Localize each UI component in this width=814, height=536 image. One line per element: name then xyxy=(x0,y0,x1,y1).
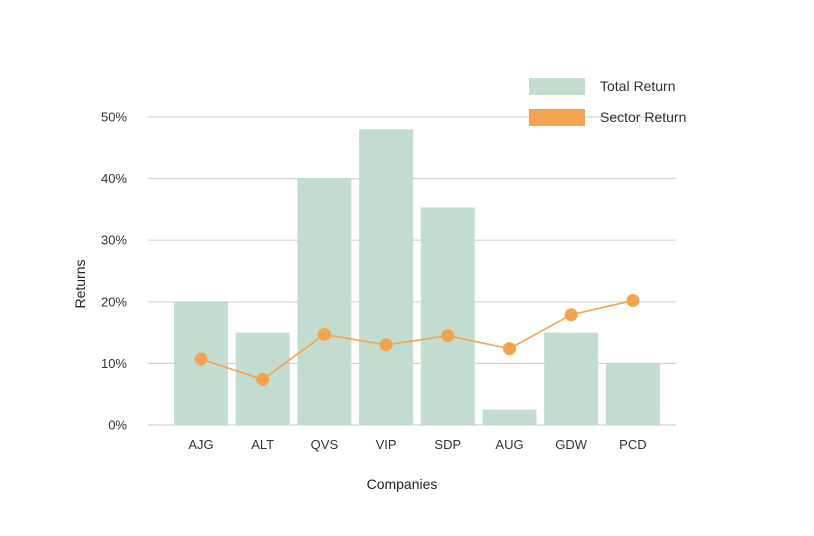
bar xyxy=(420,207,475,425)
bar xyxy=(605,363,660,425)
line-point xyxy=(194,352,208,366)
x-tick-label: GDW xyxy=(555,437,588,452)
y-tick-label: 30% xyxy=(101,233,127,248)
y-axis-ticks: 0% 10% 20% 30% 40% 50% xyxy=(101,110,127,433)
x-tick-label: AUG xyxy=(495,437,523,452)
y-tick-label: 0% xyxy=(108,418,127,433)
y-axis-title: Returns xyxy=(72,259,88,308)
legend: Total Return Sector Return xyxy=(529,78,686,126)
line-point xyxy=(626,294,640,308)
legend-label-total-return: Total Return xyxy=(600,78,675,94)
line-series-sector-return xyxy=(194,294,640,386)
line-point xyxy=(256,372,270,386)
y-tick-label: 10% xyxy=(101,356,127,371)
line-point xyxy=(379,338,393,352)
legend-swatch-sector-return xyxy=(529,109,585,126)
bar xyxy=(297,178,352,425)
line-point xyxy=(503,342,516,356)
y-tick-label: 50% xyxy=(101,110,127,125)
bar xyxy=(482,409,537,425)
legend-swatch-total-return xyxy=(529,78,585,95)
legend-label-sector-return: Sector Return xyxy=(600,109,686,125)
bar xyxy=(544,332,599,425)
x-axis-ticks: AJG ALT QVS VIP SDP AUG GDW PCD xyxy=(188,437,646,452)
x-tick-label: ALT xyxy=(251,437,274,452)
y-tick-label: 20% xyxy=(101,294,127,309)
x-axis-title: Companies xyxy=(367,476,438,492)
line-point xyxy=(441,329,455,343)
bar-series-total-return xyxy=(174,129,660,425)
bar xyxy=(359,129,414,425)
line-path xyxy=(200,299,634,381)
x-tick-label: SDP xyxy=(434,437,461,452)
line-point xyxy=(317,327,331,341)
line-point xyxy=(564,308,578,322)
x-tick-label: PCD xyxy=(619,437,646,452)
x-tick-label: QVS xyxy=(311,437,339,452)
x-tick-label: VIP xyxy=(376,437,397,452)
x-tick-label: AJG xyxy=(188,437,213,452)
y-tick-label: 40% xyxy=(101,171,127,186)
